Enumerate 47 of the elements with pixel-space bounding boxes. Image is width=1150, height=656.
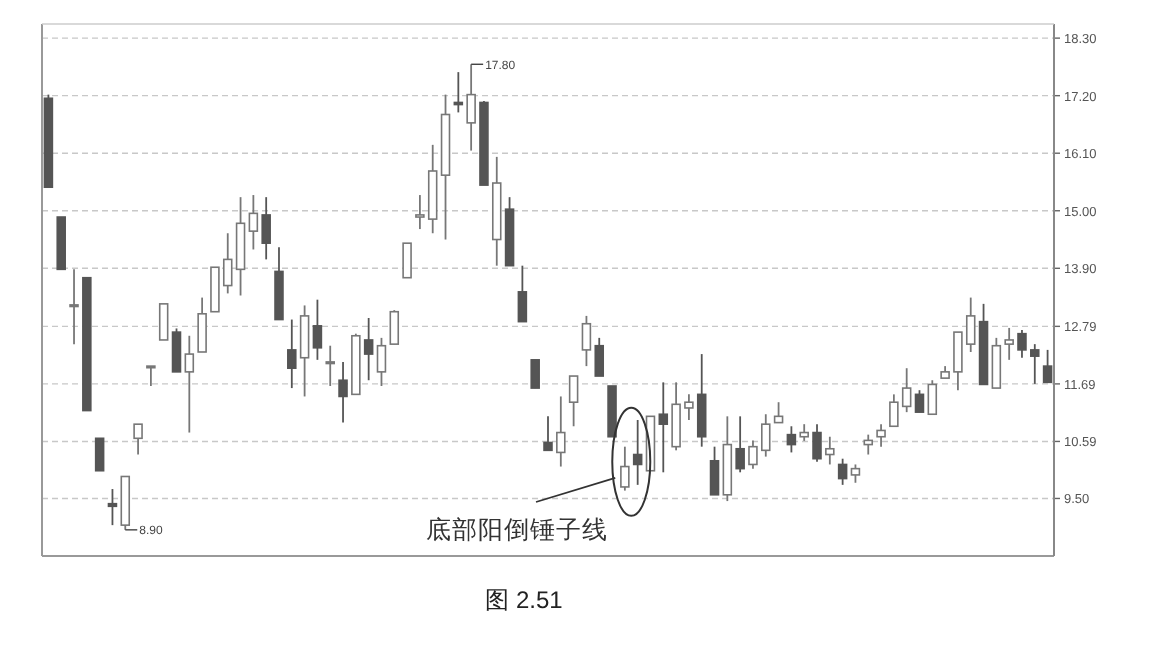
candlestick [850,463,861,484]
candlestick [825,435,835,466]
candlestick [94,437,105,472]
candlestick [1004,327,1014,361]
candlestick [146,365,156,387]
candlestick [376,336,387,387]
candlestick [69,268,79,346]
candlestick [312,298,323,361]
candlestick [632,419,643,486]
candlestick [876,423,886,448]
candlestick [914,389,925,414]
candlestick [107,488,118,527]
candlestick [735,415,745,474]
candlestick [248,194,259,251]
candlestick [261,196,271,261]
candlestick [197,296,207,353]
candlestick [594,336,605,377]
candlestick [568,375,579,428]
candlestick [338,361,348,424]
candlestick [287,318,297,389]
candlestick [133,423,143,456]
candlestick [184,334,195,434]
candlestick [812,423,822,463]
candlestick [620,445,630,492]
candlestick [158,303,169,341]
candlestick [402,242,412,279]
candlestick [543,415,553,452]
candlestick [299,304,310,398]
candlestick [466,63,476,152]
candlestick [517,264,528,323]
candlestick [837,457,848,486]
annotation: 底部阳倒锤子线 [426,516,608,544]
candlestick [991,336,1002,389]
candlestick [696,353,707,448]
candlestick [530,359,540,389]
candlestick [171,327,182,373]
candlestick [581,314,592,368]
candlestick [927,379,938,416]
candlestick [556,395,566,468]
candlestick [325,344,335,387]
candlestick [709,445,720,496]
candlestick [786,425,797,454]
candlestick [863,433,874,456]
candlestick [389,309,400,346]
candlestick [658,381,669,474]
candlestick [363,317,374,382]
caption: 图 2.51 [485,586,564,614]
